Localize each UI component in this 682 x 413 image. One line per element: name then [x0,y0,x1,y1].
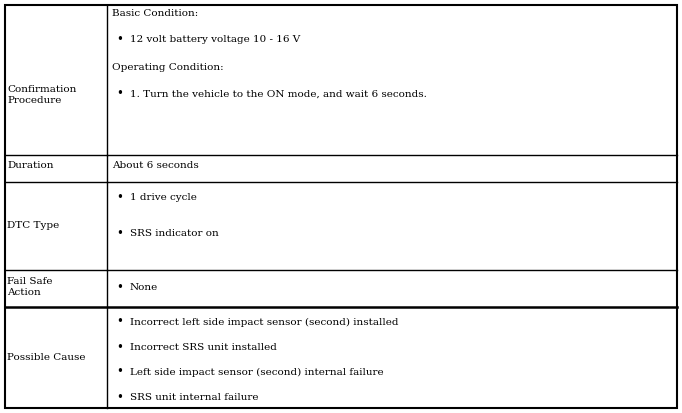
Text: Possible Cause: Possible Cause [7,354,85,363]
Text: •: • [116,391,123,404]
Text: 1 drive cycle: 1 drive cycle [130,194,197,202]
Text: •: • [116,316,123,328]
Text: •: • [116,192,123,204]
Text: Duration: Duration [7,161,53,169]
Text: Basic Condition:: Basic Condition: [112,9,198,19]
Text: SRS indicator on: SRS indicator on [130,230,219,238]
Text: Fail Safe
Action: Fail Safe Action [7,277,53,297]
Text: •: • [116,88,123,100]
Text: None: None [130,282,158,292]
Text: Incorrect left side impact sensor (second) installed: Incorrect left side impact sensor (secon… [130,318,398,327]
Text: 1. Turn the vehicle to the ON mode, and wait 6 seconds.: 1. Turn the vehicle to the ON mode, and … [130,90,427,98]
Text: About 6 seconds: About 6 seconds [112,161,198,169]
Text: DTC Type: DTC Type [7,221,59,230]
Text: •: • [116,228,123,240]
Text: •: • [116,280,123,294]
Text: Operating Condition:: Operating Condition: [112,64,224,73]
Text: •: • [116,33,123,47]
Text: •: • [116,340,123,354]
Text: Incorrect SRS unit installed: Incorrect SRS unit installed [130,342,277,351]
Text: •: • [116,366,123,378]
Text: 12 volt battery voltage 10 - 16 V: 12 volt battery voltage 10 - 16 V [130,36,300,45]
Text: SRS unit internal failure: SRS unit internal failure [130,392,258,401]
Text: Confirmation
Procedure: Confirmation Procedure [7,85,76,105]
Text: Left side impact sensor (second) internal failure: Left side impact sensor (second) interna… [130,368,383,377]
